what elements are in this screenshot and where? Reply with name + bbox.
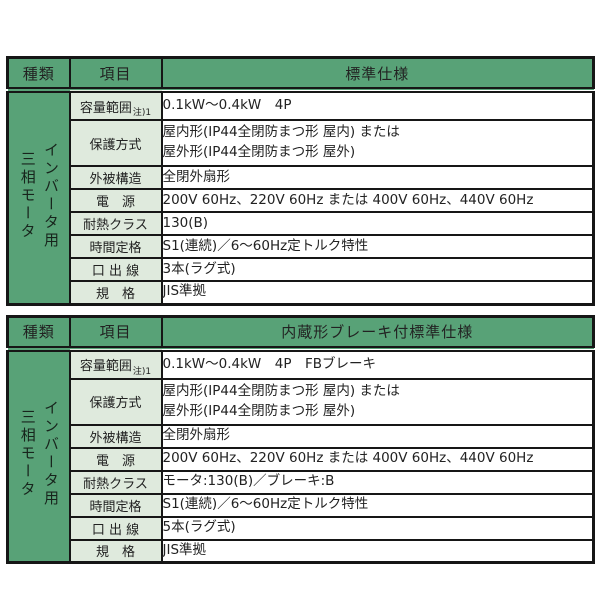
row-value-standard: JIS準拠 [160,280,595,305]
motor-type-line-1: インバータ用 [42,141,60,250]
row-label-capacity: 容量範囲注)1 [68,89,163,121]
row-label-time-rating: 時間定格 [68,234,163,259]
motor-type-vertical-label: インバータ用 三相モータ [16,142,63,250]
header-kind: 種類 [6,315,71,352]
table-row: 耐熱クラス 130(B) [8,211,595,236]
row-label-enclosure: 外被構造 [68,423,163,449]
row-value-heat-class: 130(B) [160,211,595,236]
motor-type-cell: インバータ用 三相モータ [6,347,71,564]
row-label-standard: 規 格 [68,538,163,564]
row-value-lead-wires: 5本(ラグ式) [160,515,595,541]
table-row: 時間定格 S1(連続)／6〜60Hz定トルク特性 [8,492,595,518]
table-row: インバータ用 三相モータ 容量範囲注)1 0.1kW〜0.4kW 4P FBブレ… [6,347,595,564]
table-row: 耐熱クラス モータ:130(B)／ブレーキ:B [8,469,595,495]
row-label-protection: 保護方式 [68,119,163,167]
row-value-time-rating: S1(連続)／6〜60Hz定トルク特性 [160,234,595,259]
motor-type-line-2: 三相モータ [18,150,37,241]
row-label-lead-wires: 口 出 線 [68,257,163,282]
row-label-text: 容量範囲 [79,100,132,116]
table-row: 外被構造 全閉外扇形 [8,165,595,190]
row-label-note: 注)1 [132,366,152,377]
row-value-protection: 屋内形(IP44全閉防まつ形 屋内) または 屋外形(IP44全閉防まつ形 屋外… [160,119,595,167]
motor-type-cell: インバータ用 三相モータ [6,89,71,305]
row-label-heat-class: 耐熱クラス [68,469,163,495]
standard-spec-header-row: 種類 項目 標準仕様 [6,56,595,93]
row-label-time-rating: 時間定格 [68,492,163,518]
standard-spec-table: 種類 項目 標準仕様 インバータ用 三相モータ 容量範囲注)1 0.1kW〜0.… [6,56,595,306]
table-row: 外被構造 全閉外扇形 [8,423,595,449]
row-value-enclosure: 全閉外扇形 [160,165,595,190]
row-label-heat-class: 耐熱クラス [68,211,163,236]
row-value-capacity: 0.1kW〜0.4kW 4P [160,89,595,121]
row-value-protection: 屋内形(IP44全閉防まつ形 屋内) または 屋外形(IP44全閉防まつ形 屋外… [160,377,595,426]
table-row: 電 源 200V 60Hz、220V 60Hz または 400V 60Hz、44… [8,446,595,472]
table-row: 保護方式 屋内形(IP44全閉防まつ形 屋内) または 屋外形(IP44全閉防ま… [8,119,595,167]
row-value-heat-class: モータ:130(B)／ブレーキ:B [160,469,595,495]
row-label-protection: 保護方式 [68,377,163,426]
row-label-lead-wires: 口 出 線 [68,515,163,541]
row-value-time-rating: S1(連続)／6〜60Hz定トルク特性 [160,492,595,518]
row-value-power: 200V 60Hz、220V 60Hz または 400V 60Hz、440V 6… [160,446,595,472]
row-value-standard: JIS準拠 [160,538,595,564]
motor-type-vertical-label: インバータ用 三相モータ [16,400,63,508]
table-row: 時間定格 S1(連続)／6〜60Hz定トルク特性 [8,234,595,259]
table-row: 電 源 200V 60Hz、220V 60Hz または 400V 60Hz、44… [8,188,595,213]
header-kind: 種類 [6,56,71,93]
header-item: 項目 [68,56,163,93]
row-label-enclosure: 外被構造 [68,165,163,190]
row-value-lead-wires: 3本(ラグ式) [160,257,595,282]
header-item: 項目 [68,315,163,352]
table-row: 口 出 線 3本(ラグ式) [8,257,595,282]
header-spec: 標準仕様 [160,56,595,93]
row-value-enclosure: 全閉外扇形 [160,423,595,449]
motor-type-line-2: 三相モータ [18,409,37,500]
brake-spec-table: 種類 項目 内蔵形ブレーキ付標準仕様 インバータ用 三相モータ 容量範囲注)1 … [6,314,595,564]
table-row: 規 格 JIS準拠 [8,280,595,305]
table-row: 規 格 JIS準拠 [8,538,595,564]
brake-spec-header-row: 種類 項目 内蔵形ブレーキ付標準仕様 [6,315,595,352]
row-label-power: 電 源 [68,446,163,472]
header-spec: 内蔵形ブレーキ付標準仕様 [160,315,595,352]
table-row: 保護方式 屋内形(IP44全閉防まつ形 屋内) または 屋外形(IP44全閉防ま… [8,377,595,426]
table-row: インバータ用 三相モータ 容量範囲注)1 0.1kW〜0.4kW 4P [6,89,595,305]
row-label-capacity: 容量範囲注)1 [68,347,163,380]
motor-type-line-1: インバータ用 [42,400,60,509]
row-label-power: 電 源 [68,188,163,213]
row-label-standard: 規 格 [68,280,163,305]
row-value-capacity: 0.1kW〜0.4kW 4P FBブレーキ [160,347,595,380]
row-label-note: 注)1 [132,108,152,119]
table-row: 口 出 線 5本(ラグ式) [8,515,595,541]
row-label-text: 容量範囲 [79,359,132,374]
row-value-power: 200V 60Hz、220V 60Hz または 400V 60Hz、440V 6… [160,188,595,213]
